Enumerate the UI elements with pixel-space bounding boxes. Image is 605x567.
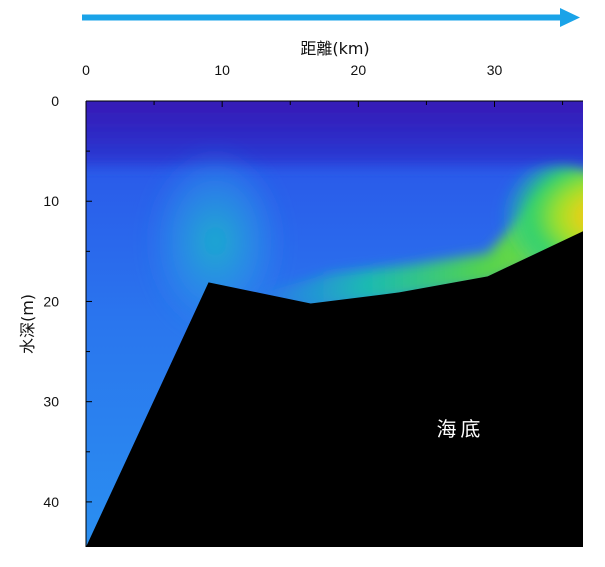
color-field-high-value-core [485,166,583,267]
x-tick-label: 10 [214,62,230,78]
y-tick-label: 20 [43,293,59,309]
color-field-surface-layer [86,101,583,167]
x-axis-title: 距離(km) [300,39,369,58]
seabed-label: 海底 [436,417,484,441]
seabed-area [86,231,583,548]
axes [85,100,583,547]
x-axis-ticks: 0 10 20 30 [82,62,564,107]
y-axis-ticks: 0 10 20 30 40 [43,93,92,510]
y-axis-title: 水深(m) [18,294,37,354]
y-tick-label: 30 [43,394,59,410]
direction-arrow-head [560,8,580,27]
x-tick-label: 30 [487,62,503,78]
y-tick-label: 40 [43,494,59,510]
x-tick-label: 20 [351,62,367,78]
color-field-midwater-hump [145,146,286,337]
x-tick-label: 0 [82,62,90,78]
direction-arrow [82,8,580,27]
y-tick-label: 0 [51,93,59,109]
y-tick-label: 10 [43,193,59,209]
